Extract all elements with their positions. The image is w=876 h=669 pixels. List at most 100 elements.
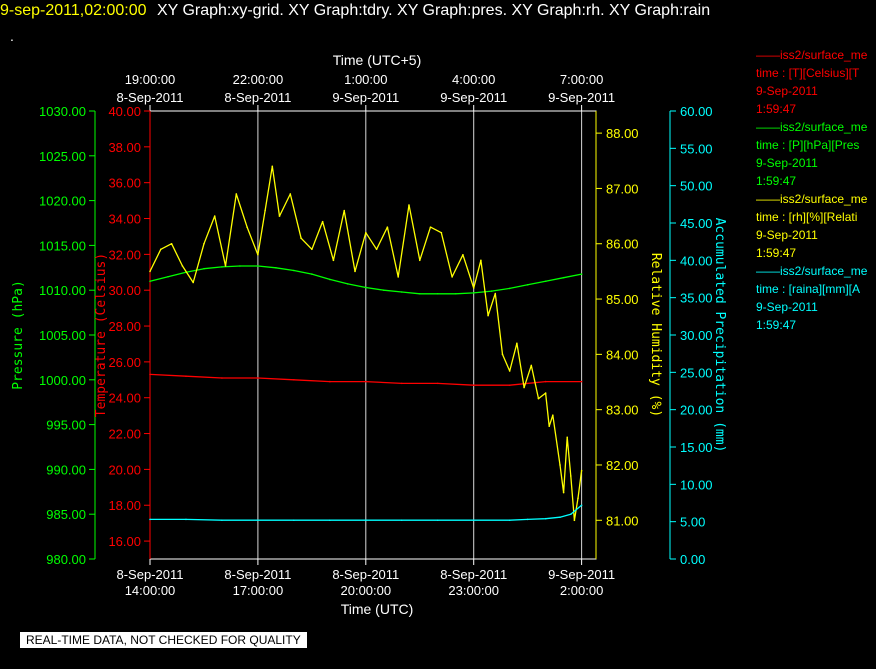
x-axis-label: Time (UTC) — [341, 601, 414, 617]
humidity-data-point — [386, 226, 389, 228]
humidity-data-point — [203, 242, 205, 245]
humidity-data-point — [501, 353, 504, 356]
temperature-data-point — [221, 377, 223, 379]
pressure-data-point — [508, 287, 511, 290]
humidity-data-point — [559, 464, 561, 466]
precip-data-point — [149, 518, 151, 521]
graph-titles: XY Graph:xy-grid. XY Graph:tdry. XY Grap… — [156, 2, 711, 19]
pressure-data-point — [526, 284, 529, 286]
pressure-data-point — [149, 280, 151, 283]
precip-tick-label: 20.00 — [680, 403, 713, 418]
x-tick-label: 14:00:00 — [125, 583, 176, 598]
humidity-data-point — [508, 370, 511, 372]
humidity-data-point — [235, 193, 238, 195]
timestamp: 9-sep-2011,02:00:00 — [0, 2, 147, 19]
precip-data-point — [436, 519, 439, 521]
temperature-data-point — [149, 373, 151, 376]
humidity-data-point — [271, 165, 274, 168]
pressure-data-point — [365, 286, 367, 289]
pressure-data-point — [436, 292, 439, 295]
humidity-data-point — [566, 436, 569, 439]
humidity-data-point — [562, 491, 565, 494]
precip-tick-label: 55.00 — [680, 141, 713, 156]
pressure-data-point — [454, 292, 457, 295]
x-top-tick-label: 9-Sep-2011 — [332, 90, 399, 105]
pressure-tick-label: 1000.00 — [39, 373, 86, 388]
legend-text: ——iss2/surface_me — [756, 192, 868, 206]
humidity-data-point — [580, 469, 583, 472]
humidity-data-point — [181, 265, 184, 267]
precip-data-point — [257, 519, 259, 521]
x-tick-label: 2:00:00 — [560, 583, 603, 598]
x-tick-label: 8-Sep-2011 — [332, 567, 399, 582]
humidity-data-point — [264, 209, 266, 212]
temperature-tick-label: 18.00 — [108, 498, 141, 513]
temperature-axis-label: Temperature (Celsius) — [94, 253, 109, 417]
x-tick-label: 9-Sep-2011 — [548, 567, 615, 582]
pressure-data-point — [275, 267, 277, 269]
precip-data-point — [365, 519, 367, 521]
legend-text: ——iss2/surface_me — [756, 120, 868, 134]
temperature-tick-label: 40.00 — [108, 104, 141, 119]
precip-tick-label: 30.00 — [680, 328, 713, 343]
header: 9-sep-2011,02:00:00 XY Graph:xy-grid. XY… — [0, 2, 710, 20]
legend-text: 9-Sep-2011 — [756, 300, 818, 314]
humidity-data-point — [530, 364, 533, 367]
pressure-tick-label: 1015.00 — [39, 238, 86, 253]
pressure-data-point — [490, 290, 493, 292]
legend-text: 1:59:47 — [756, 174, 797, 188]
precip-data-point — [570, 513, 572, 515]
pressure-tick-label: 1010.00 — [39, 283, 86, 298]
humidity-data-point — [462, 254, 464, 256]
legend-text: time : [rh][%][Relati — [756, 210, 858, 224]
pressure-tick-label: 980.00 — [46, 552, 86, 567]
legend-text: 9-Sep-2011 — [756, 84, 818, 98]
humidity-tick-label: 87.00 — [606, 181, 639, 196]
legend-text: 9-Sep-2011 — [756, 228, 818, 242]
x-top-tick-label: 19:00:00 — [125, 72, 176, 87]
precip-tick-label: 60.00 — [680, 104, 713, 119]
humidity-data-point — [192, 281, 194, 284]
humidity-data-point — [494, 292, 497, 295]
humidity-data-point — [480, 259, 482, 262]
temperature-tick-label: 20.00 — [108, 462, 141, 477]
pressure-data-point — [382, 289, 385, 292]
precip-tick-label: 45.00 — [680, 216, 713, 231]
precip-data-point — [329, 519, 331, 521]
precip-tick-label: 0.00 — [680, 552, 705, 567]
temperature-tick-label: 28.00 — [108, 319, 141, 334]
precip-axis-label: Accumulated Precipitation (mm) — [712, 218, 727, 453]
x-top-tick-label: 7:00:00 — [560, 72, 603, 87]
precip-data-point — [293, 519, 295, 521]
humidity-data-point — [487, 314, 489, 317]
temperature-tick-label: 38.00 — [108, 140, 141, 155]
precip-data-point — [221, 519, 223, 521]
humidity-data-point — [311, 248, 313, 251]
humidity-data-point — [472, 287, 475, 289]
humidity-data-point — [537, 397, 540, 400]
temperature-tick-label: 16.00 — [108, 534, 141, 549]
precip-series-line — [150, 504, 583, 521]
temperature-data-point — [400, 382, 403, 385]
pressure-tick-label: 995.00 — [46, 418, 86, 433]
x-top-tick-label: 22:00:00 — [233, 72, 284, 87]
humidity-tick-label: 84.00 — [606, 347, 639, 362]
humidity-tick-label: 81.00 — [606, 513, 639, 528]
x-top-axis-label: Time (UTC+5) — [333, 52, 422, 68]
temperature-tick-label: 26.00 — [108, 355, 141, 370]
humidity-tick-label: 85.00 — [606, 292, 639, 307]
header-dot: . — [10, 28, 14, 44]
humidity-data-point — [544, 392, 547, 394]
pressure-data-point — [544, 280, 547, 283]
precip-tick-label: 50.00 — [680, 179, 713, 194]
temperature-data-point — [185, 375, 187, 378]
pressure-tick-label: 1025.00 — [39, 149, 86, 164]
pressure-axis-label: Pressure (hPa) — [11, 280, 26, 390]
humidity-tick-label: 86.00 — [606, 237, 639, 252]
humidity-tick-label: 88.00 — [606, 126, 639, 141]
x-tick-label: 8-Sep-2011 — [440, 567, 507, 582]
pressure-data-point — [203, 267, 205, 270]
pressure-data-point — [472, 292, 475, 294]
precip-data-point — [185, 518, 187, 521]
